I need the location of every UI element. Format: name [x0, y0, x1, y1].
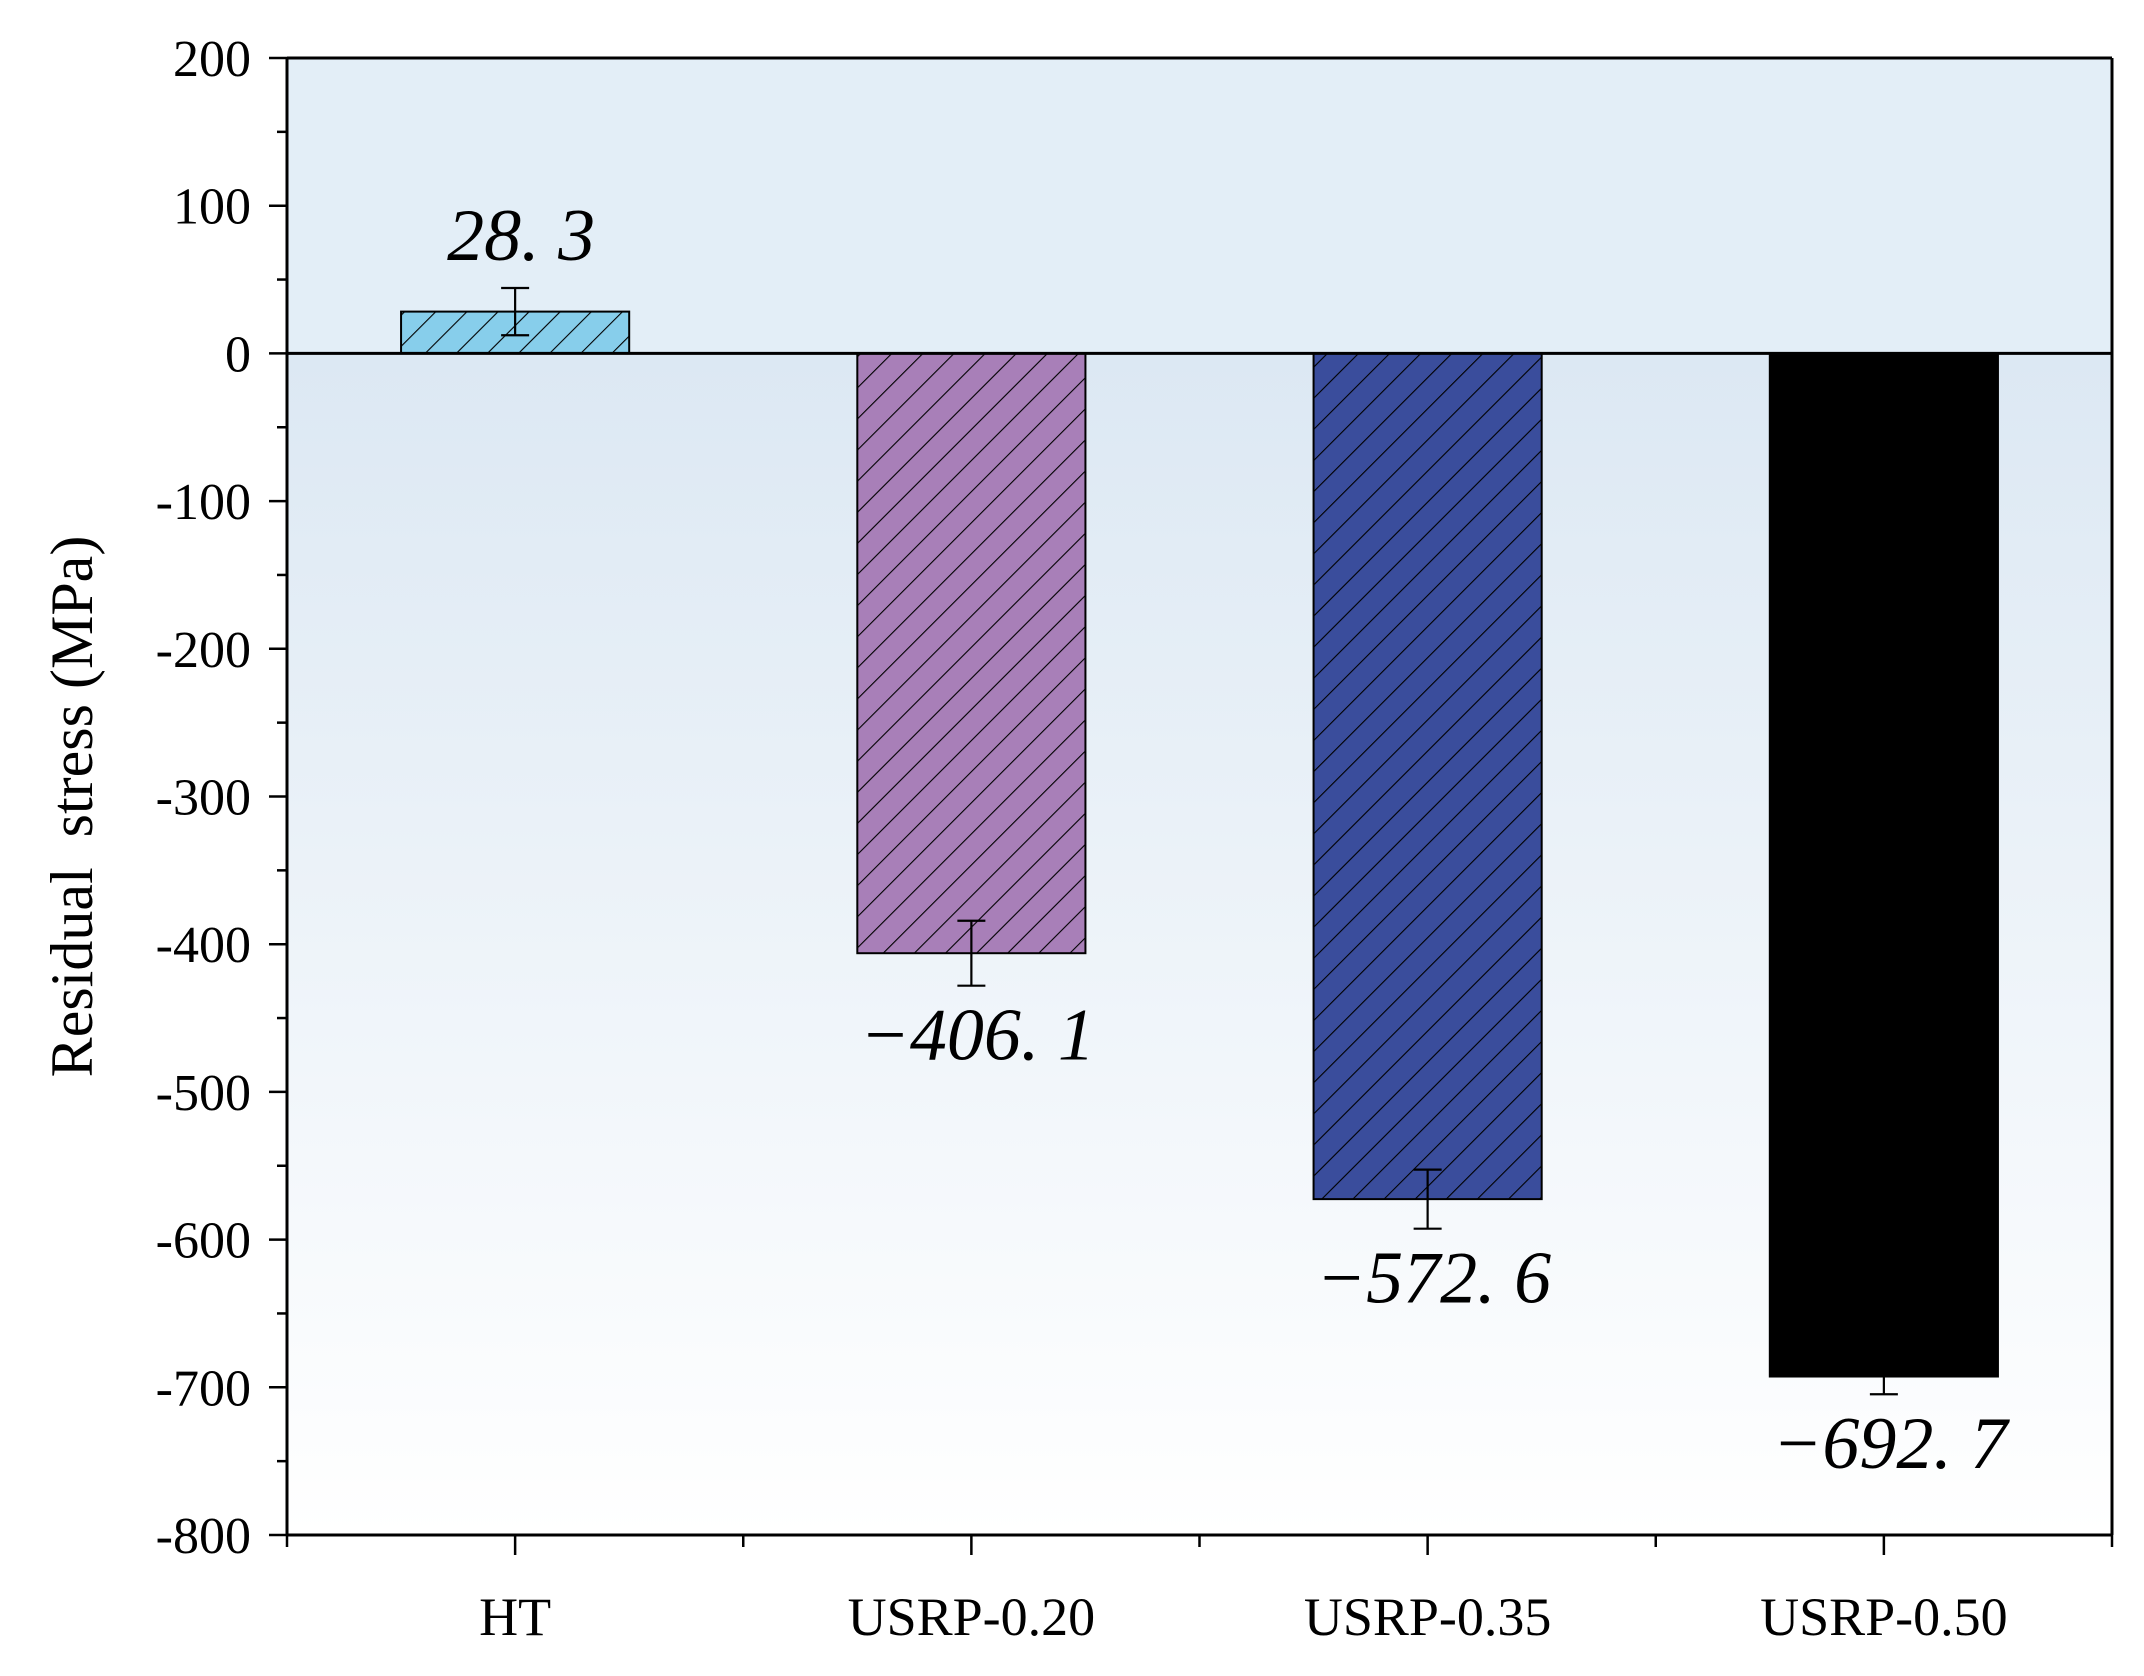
x-tick-label: USRP-0.20	[848, 1587, 1096, 1647]
data-label-USRP-0.50: −692. 7	[1772, 1403, 2010, 1485]
y-tick-label: -500	[156, 1065, 251, 1122]
y-tick-label: -100	[156, 474, 251, 531]
data-label-USRP-0.35: −572. 6	[1316, 1238, 1551, 1320]
error-bar-HT	[501, 286, 530, 337]
y-tick-label: 0	[225, 326, 251, 383]
bar-USRP-0.35	[1312, 352, 1543, 1201]
y-tick-label: -400	[156, 917, 251, 974]
bar-USRP-0.20	[856, 352, 1087, 955]
error-bar-USRP-0.35	[1413, 1168, 1442, 1230]
y-axis-title: Residual stress (MPa)	[39, 536, 105, 1078]
y-tick-label: -200	[156, 622, 251, 679]
x-tick-label: USRP-0.35	[1304, 1587, 1552, 1647]
y-tick-label: -700	[156, 1360, 251, 1417]
y-tick-label: 200	[173, 31, 251, 88]
data-label-USRP-0.20: −406. 1	[860, 995, 1095, 1077]
error-bar-USRP-0.50	[1869, 1357, 1898, 1396]
y-tick-label: -800	[156, 1508, 251, 1565]
error-bar-USRP-0.20	[957, 919, 986, 987]
y-tick-label: -600	[156, 1213, 251, 1270]
data-label-HT: 28. 3	[447, 195, 595, 277]
x-tick-label: HT	[479, 1587, 551, 1647]
y-tick-label: -300	[156, 770, 251, 827]
x-tick-label: USRP-0.50	[1760, 1587, 2008, 1647]
bar-USRP-0.50	[1768, 352, 1999, 1378]
y-tick-label: 100	[173, 179, 251, 236]
positive-region	[287, 58, 2112, 354]
